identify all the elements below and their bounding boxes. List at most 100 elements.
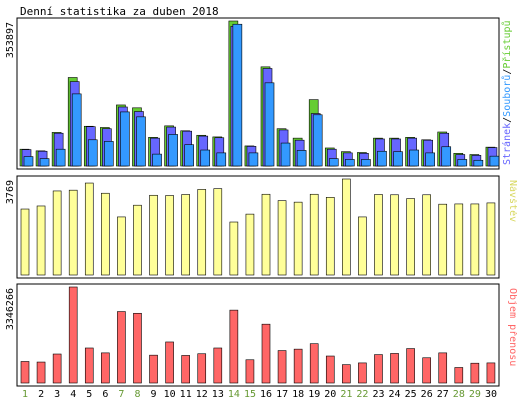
bar-kbytes-day-18 xyxy=(293,348,303,384)
bar-visits-day-25 xyxy=(406,198,415,276)
bar-files-day-24 xyxy=(393,151,403,167)
bar-kbytes-day-20 xyxy=(325,355,335,384)
x-label-day-14: 14 xyxy=(228,389,240,400)
bar-files-day-25 xyxy=(409,149,419,167)
bar-kbytes-day-25 xyxy=(406,348,415,384)
bar-visits-day-18 xyxy=(293,201,303,276)
bar-files-day-29 xyxy=(473,159,484,167)
bar-files-day-2 xyxy=(39,158,50,167)
bar-files-day-6 xyxy=(104,141,114,167)
bar-visits-day-29 xyxy=(470,203,480,276)
bar-kbytes-day-7 xyxy=(117,311,126,384)
x-label-day-27: 27 xyxy=(437,389,449,400)
x-label-day-15: 15 xyxy=(244,389,256,400)
bar-kbytes-day-29 xyxy=(470,362,480,384)
bar-kbytes-day-13 xyxy=(213,347,223,384)
bar-files-day-30 xyxy=(489,155,500,167)
bar-kbytes-day-1 xyxy=(20,361,30,384)
x-label-day-18: 18 xyxy=(292,389,304,400)
bar-visits-day-23 xyxy=(374,194,383,276)
x-axis-labels: 1 2 3 4 5 6 7 8 9 10 11 12 13 14 15 16 17 18 19 20 21 22 23 24 2… xyxy=(22,389,497,400)
bar-kbytes-day-16 xyxy=(261,323,271,384)
bar-visits-day-19 xyxy=(309,193,319,276)
x-label-day-8: 8 xyxy=(134,389,140,400)
x-label-day-30: 30 xyxy=(485,389,497,400)
x-label-day-26: 26 xyxy=(421,389,433,400)
x-label-day-12: 12 xyxy=(196,389,208,400)
bar-visits-day-5 xyxy=(84,182,94,276)
x-label-day-3: 3 xyxy=(54,389,60,400)
bar-files-day-7 xyxy=(120,111,130,167)
bar-files-day-4 xyxy=(71,93,82,167)
panel-visits: 3769 Návštěv xyxy=(5,175,517,279)
bar-kbytes-day-11 xyxy=(181,355,190,384)
x-label-day-28: 28 xyxy=(453,389,465,400)
x-label-day-20: 20 xyxy=(324,389,336,400)
y-max-label: 3769 xyxy=(5,180,16,204)
y-max-label: 3346266 xyxy=(5,288,16,330)
x-label-day-2: 2 xyxy=(38,389,44,400)
x-label-day-9: 9 xyxy=(151,389,157,400)
bar-visits-day-15 xyxy=(245,213,255,276)
legend-separator: / xyxy=(502,69,513,75)
bar-visits-day-2 xyxy=(36,205,46,276)
bar-kbytes-day-10 xyxy=(165,341,174,384)
x-label-day-1: 1 xyxy=(22,389,28,400)
bar-kbytes-day-30 xyxy=(486,362,496,384)
bar-visits-day-17 xyxy=(277,200,287,276)
x-label-day-6: 6 xyxy=(102,389,108,400)
bar-visits-day-3 xyxy=(52,190,62,276)
bar-files-day-8 xyxy=(136,116,146,167)
x-label-day-24: 24 xyxy=(389,389,401,400)
bar-files-day-9 xyxy=(152,153,162,167)
bar-files-day-16 xyxy=(264,82,275,167)
bar-files-day-17 xyxy=(280,142,291,167)
legend-pages: Stránek xyxy=(501,123,513,165)
x-label-day-13: 13 xyxy=(212,389,224,400)
bar-visits-day-7 xyxy=(117,216,126,276)
x-label-day-17: 17 xyxy=(276,389,288,400)
chart-title: Denní statistika za duben 2018 xyxy=(20,5,219,18)
bar-files-day-22 xyxy=(361,159,371,167)
bar-visits-day-8 xyxy=(133,204,142,276)
bar-files-day-21 xyxy=(345,159,355,167)
bar-kbytes-day-27 xyxy=(438,352,448,384)
bar-files-day-11 xyxy=(184,144,194,167)
bar-kbytes-day-14 xyxy=(229,309,239,384)
bar-files-day-27 xyxy=(441,146,452,167)
bar-kbytes-day-24 xyxy=(390,353,399,384)
legend-kbytes: Objem přenosu xyxy=(507,288,517,366)
panel-kbytes: 3346266 Objem přenosu xyxy=(5,283,517,387)
bar-visits-day-21 xyxy=(342,178,351,276)
panel-frame xyxy=(16,283,500,387)
bar-kbytes-day-15 xyxy=(245,359,255,384)
bar-files-day-14 xyxy=(232,23,243,167)
bar-files-day-15 xyxy=(248,152,259,167)
legend-files: Souborů xyxy=(501,75,513,117)
x-label-day-16: 16 xyxy=(260,389,272,400)
bar-visits-day-1 xyxy=(20,208,30,276)
bar-files-day-13 xyxy=(216,152,227,167)
x-label-day-21: 21 xyxy=(340,389,352,400)
bar-files-day-5 xyxy=(87,139,98,167)
bar-visits-day-6 xyxy=(101,192,110,276)
x-label-day-19: 19 xyxy=(308,389,320,400)
bar-kbytes-day-6 xyxy=(101,352,110,384)
bar-kbytes-day-21 xyxy=(342,364,351,384)
bar-visits-day-22 xyxy=(358,216,367,276)
bar-visits-day-14 xyxy=(229,221,239,276)
bar-files-day-18 xyxy=(296,150,307,167)
bar-kbytes-day-28 xyxy=(454,367,464,384)
bar-files-day-10 xyxy=(168,134,178,167)
legend-visits: Návštěv xyxy=(507,180,517,222)
bar-visits-day-13 xyxy=(213,188,223,276)
bar-visits-day-12 xyxy=(197,189,207,276)
bar-kbytes-day-26 xyxy=(422,357,431,384)
legend-separator: / xyxy=(502,117,513,123)
bar-visits-day-24 xyxy=(390,194,399,276)
x-label-day-29: 29 xyxy=(469,389,481,400)
bar-kbytes-day-22 xyxy=(358,362,367,384)
